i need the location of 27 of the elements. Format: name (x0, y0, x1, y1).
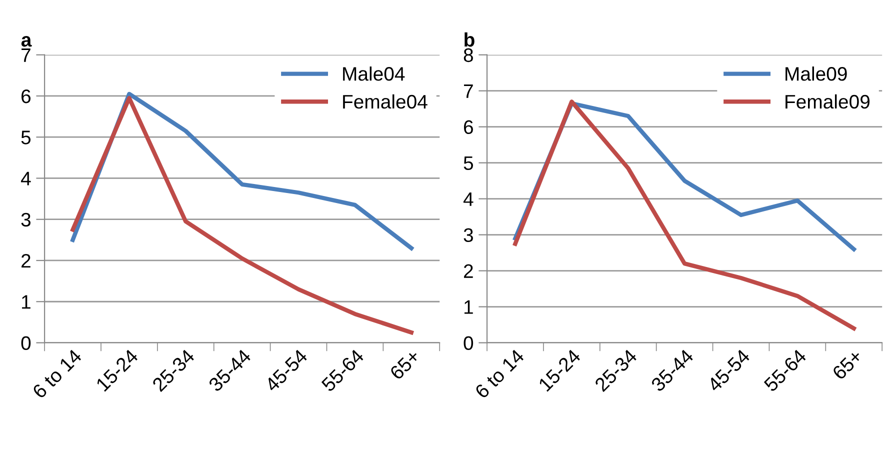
y-tick-label: 1 (464, 300, 473, 314)
y-tick-label: 0 (21, 336, 31, 350)
x-tick-label: 65+ (389, 348, 421, 380)
y-tick-label: 6 (464, 120, 473, 134)
y-tick-label: 8 (464, 48, 473, 62)
y-tick-label: 3 (21, 212, 30, 227)
x-tick-label: 6 to 14 (474, 348, 525, 400)
legend-label: Male04 (343, 66, 405, 81)
y-tick-label: 2 (22, 254, 30, 268)
y-tick-label: 6 (22, 89, 30, 104)
y-tick-label: 4 (20, 172, 31, 186)
legend-label: Male09 (786, 66, 847, 81)
y-tick-label: 7 (22, 48, 30, 62)
y-tick-label: 5 (464, 156, 474, 170)
y-tick-label: 5 (21, 130, 31, 144)
chart-title: b (464, 32, 474, 47)
y-tick-label: 0 (464, 336, 474, 350)
y-tick-label: 3 (464, 228, 473, 242)
legend-label: Female04 (343, 94, 428, 109)
y-tick-label: 1 (22, 295, 30, 309)
x-tick-label: 6 to 14 (32, 348, 82, 400)
y-tick-label: 2 (464, 264, 473, 278)
y-tick-label: 4 (463, 192, 474, 206)
legend-label: Female09 (786, 94, 870, 109)
x-tick-label: 65+ (832, 348, 864, 380)
chart-title: a (21, 36, 32, 47)
y-tick-label: 7 (464, 84, 473, 98)
